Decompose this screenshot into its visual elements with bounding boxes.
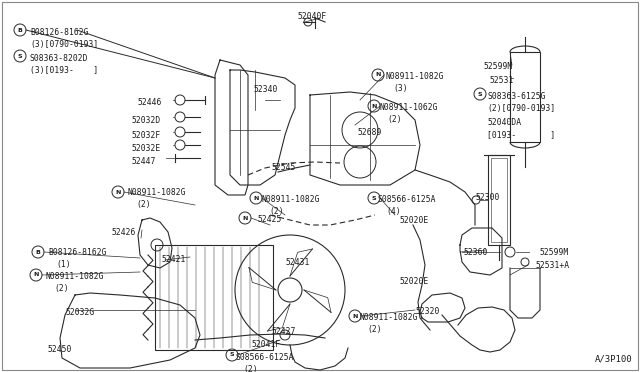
Text: 52447: 52447	[132, 157, 156, 166]
Text: (2): (2)	[136, 200, 150, 209]
Text: N08911-1062G: N08911-1062G	[380, 103, 438, 112]
Text: (2): (2)	[54, 284, 68, 293]
Text: N: N	[375, 73, 381, 77]
Text: B: B	[36, 250, 40, 254]
Text: 52531: 52531	[489, 76, 513, 85]
Text: 52032G: 52032G	[65, 308, 94, 317]
Text: 52599M: 52599M	[484, 62, 513, 71]
Text: N: N	[253, 196, 259, 201]
Text: 52446: 52446	[138, 98, 163, 107]
Text: 52040DA: 52040DA	[487, 118, 521, 127]
Text: (2): (2)	[269, 207, 284, 216]
Text: S: S	[230, 353, 234, 357]
Text: (3): (3)	[393, 84, 408, 93]
Text: S: S	[18, 54, 22, 58]
Text: N08911-1082G: N08911-1082G	[46, 272, 104, 281]
Text: 52320: 52320	[415, 307, 440, 316]
Text: S: S	[372, 196, 376, 201]
Text: N08911-1082G: N08911-1082G	[262, 195, 321, 204]
Text: N08911-1082G: N08911-1082G	[128, 188, 186, 197]
Text: 52300: 52300	[476, 193, 500, 202]
Text: S: S	[477, 92, 483, 96]
Text: 52599M: 52599M	[539, 248, 568, 257]
Text: (3)[0193-    ]: (3)[0193- ]	[30, 66, 99, 75]
Text: 52360: 52360	[464, 248, 488, 257]
Text: S08566-6125A: S08566-6125A	[236, 353, 294, 362]
Bar	[491, 158, 507, 242]
Bar	[488, 155, 510, 245]
Text: N08911-1082G: N08911-1082G	[360, 313, 419, 322]
Text: (2): (2)	[387, 115, 402, 124]
Bar	[510, 52, 540, 142]
Text: B: B	[17, 28, 22, 32]
Bar	[155, 245, 273, 350]
Text: 52421: 52421	[162, 255, 186, 264]
Text: S08363-8202D: S08363-8202D	[30, 54, 88, 63]
Text: (4): (4)	[386, 207, 401, 216]
Text: N: N	[115, 189, 121, 195]
Text: 52041F: 52041F	[252, 340, 281, 349]
Text: 52020E: 52020E	[400, 216, 429, 225]
Text: 52340: 52340	[253, 85, 277, 94]
Text: N: N	[371, 103, 377, 109]
Text: B08126-8162G: B08126-8162G	[48, 248, 106, 257]
Text: 52426: 52426	[112, 228, 136, 237]
Text: N08911-1082G: N08911-1082G	[386, 72, 445, 81]
Text: (2)[0790-0193]: (2)[0790-0193]	[487, 104, 556, 113]
Text: A/3P100: A/3P100	[595, 355, 632, 364]
Text: N: N	[352, 314, 358, 318]
Text: 52032D: 52032D	[132, 116, 161, 125]
Text: S08566-6125A: S08566-6125A	[378, 195, 436, 204]
Text: N: N	[33, 273, 38, 278]
Text: 52431: 52431	[286, 258, 310, 267]
Text: N: N	[243, 215, 248, 221]
Text: (2): (2)	[367, 325, 381, 334]
Text: (3)[0790-0193]: (3)[0790-0193]	[30, 40, 99, 49]
Text: 52689: 52689	[358, 128, 382, 137]
Text: 52531+A: 52531+A	[536, 261, 570, 270]
Text: (1): (1)	[56, 260, 70, 269]
Text: B08126-8162G: B08126-8162G	[30, 28, 88, 37]
Text: 52020E: 52020E	[399, 277, 428, 286]
Text: (2): (2)	[243, 365, 258, 372]
Text: 52545: 52545	[272, 163, 296, 172]
Text: 52425: 52425	[258, 215, 282, 224]
Text: 52032F: 52032F	[132, 131, 161, 140]
Text: 52427: 52427	[272, 327, 296, 336]
Text: 52450: 52450	[48, 345, 72, 354]
Text: [0193-       ]: [0193- ]	[487, 130, 556, 139]
Text: 52032E: 52032E	[132, 144, 161, 153]
Text: S08363-6125G: S08363-6125G	[488, 92, 547, 101]
Text: 52040F: 52040F	[298, 12, 327, 21]
